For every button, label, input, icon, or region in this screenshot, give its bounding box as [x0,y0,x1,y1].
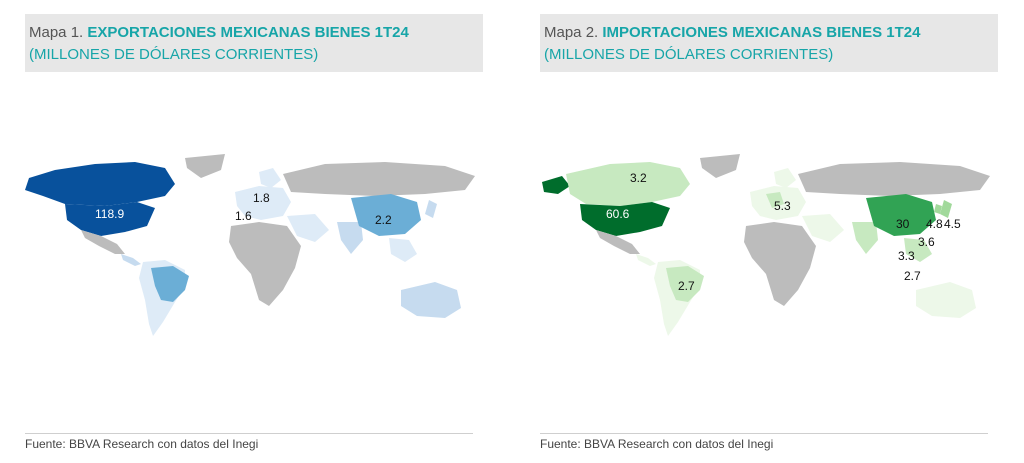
alaska-shape [542,176,570,194]
southeast-asia-shape [389,238,417,262]
value-label-canada: 3.2 [630,171,647,185]
exports-map-svg: 118.9 1.8 1.6 2.2 [25,154,475,336]
central-america-shape [121,254,141,266]
exports-panel: Mapa 1. EXPORTACIONES MEXICANAS BIENES 1… [25,14,483,454]
scandinavia-shape [774,168,796,188]
greenland-shape [185,154,225,178]
value-label-usa: 60.6 [606,207,630,221]
mexico-shape [596,230,640,254]
exports-world-map: 118.9 1.8 1.6 2.2 [25,150,483,350]
value-label-germany: 5.3 [774,199,791,213]
value-label-china: 30 [896,217,910,231]
imports-title-box: Mapa 2. IMPORTACIONES MEXICANAS BIENES 1… [540,14,998,72]
value-label-japan: 4.5 [944,217,961,231]
imports-title: Mapa 2. IMPORTACIONES MEXICANAS BIENES 1… [544,22,994,44]
canada-shape [25,162,175,206]
brazil-shape [666,266,704,302]
value-label-vietnam: 3.3 [898,249,915,263]
usa-shape [580,202,670,236]
exports-source: Fuente: BBVA Research con datos del Ineg… [25,437,259,451]
value-label-china: 2.2 [375,213,392,227]
germany-shape [766,192,784,208]
exports-title-prefix: Mapa 1. [29,24,84,41]
value-label-spain: 1.6 [235,209,252,223]
australia-shape [916,282,976,318]
southeast-asia-shape [904,238,932,262]
japan-shape [425,200,437,218]
imports-source-rule [540,433,988,434]
exports-source-rule [25,433,473,434]
value-label-usa: 118.9 [95,207,124,221]
middle-east-shape [287,214,329,242]
scandinavia-shape [259,168,281,188]
india-shape [337,222,363,254]
value-label-germany: 1.8 [253,191,270,205]
china-shape [866,194,936,236]
korea-shape [934,204,942,214]
value-label-malaysia: 2.7 [904,269,921,283]
exports-title: Mapa 1. EXPORTACIONES MEXICANAS BIENES 1… [29,22,479,44]
imports-subtitle: (MILLONES DE DÓLARES CORRIENTES) [544,46,834,63]
china-shape [351,194,421,236]
exports-title-box: Mapa 1. EXPORTACIONES MEXICANAS BIENES 1… [25,14,483,72]
australia-shape [401,282,461,318]
middle-east-shape [802,214,844,242]
imports-panel: Mapa 2. IMPORTACIONES MEXICANAS BIENES 1… [540,14,998,454]
japan-shape [940,200,952,218]
africa-shape [229,222,301,306]
value-label-taiwan: 3.6 [918,235,935,249]
europe-shape [235,186,291,220]
imports-source: Fuente: BBVA Research con datos del Ineg… [540,437,774,451]
russia-shape [798,162,990,196]
value-label-brazil: 2.7 [678,279,695,293]
imports-title-prefix: Mapa 2. [544,24,599,41]
exports-subtitle: (MILLONES DE DÓLARES CORRIENTES) [29,46,319,63]
africa-shape [744,222,816,306]
canada-shape [566,162,690,206]
imports-world-map: 3.2 60.6 5.3 30 4.8 4.5 3.6 3.3 2.7 2.7 [540,150,998,350]
india-shape [852,222,878,254]
usa-shape [65,202,155,236]
mexico-shape [81,230,125,254]
value-label-korea: 4.8 [926,217,943,231]
imports-map-svg: 3.2 60.6 5.3 30 4.8 4.5 3.6 3.3 2.7 2.7 [542,154,990,336]
russia-shape [283,162,475,196]
greenland-shape [700,154,740,178]
imports-title-main: IMPORTACIONES MEXICANAS BIENES 1T24 [602,24,921,41]
exports-title-main: EXPORTACIONES MEXICANAS BIENES 1T24 [87,24,409,41]
brazil-shape [151,266,189,302]
central-america-shape [636,254,656,266]
